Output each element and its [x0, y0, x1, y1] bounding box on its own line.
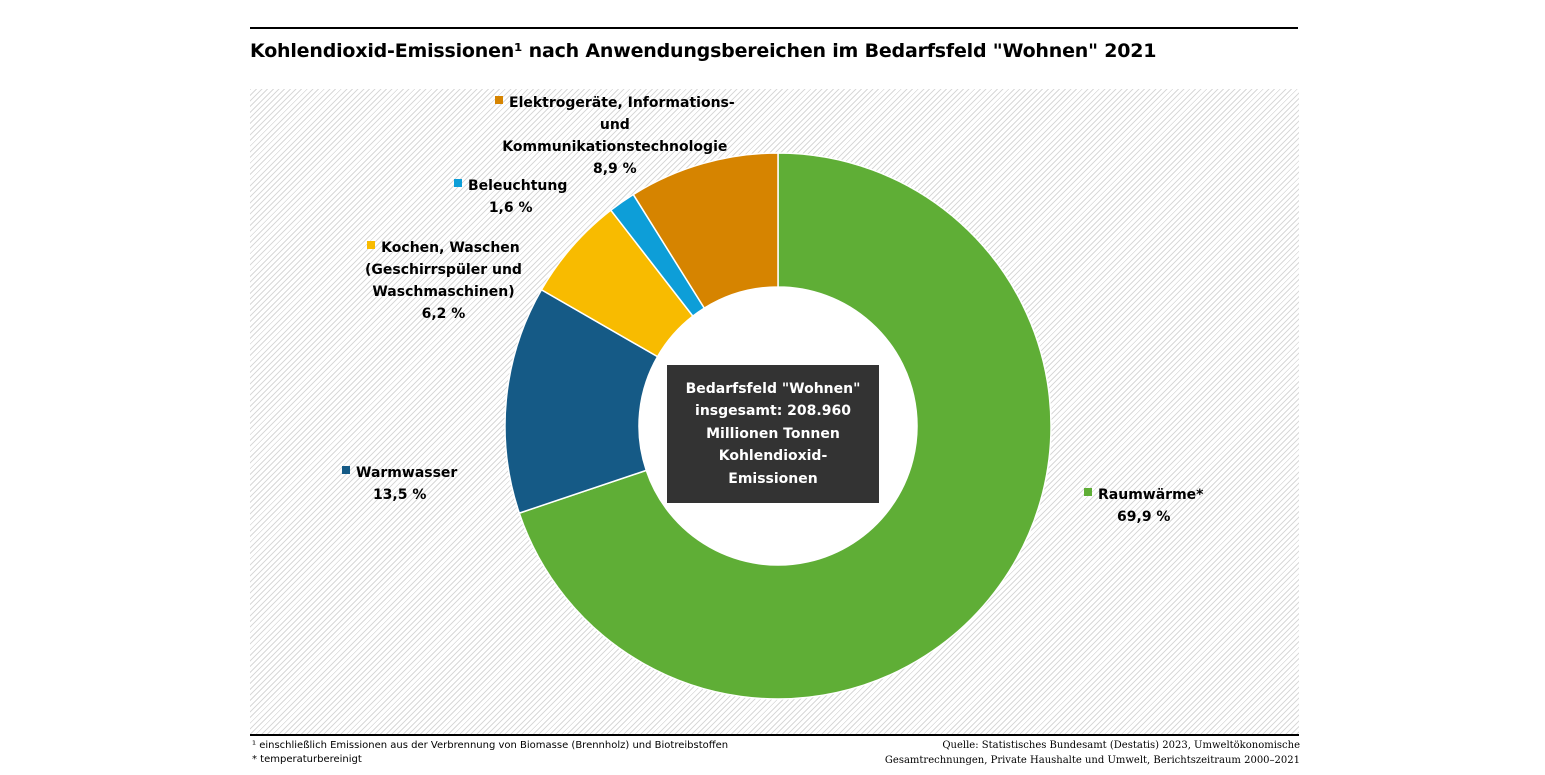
- footnote-temperature: * temperaturbereinigt: [252, 754, 362, 765]
- legend-swatch-raumwaerme: [1084, 488, 1092, 496]
- label-raumwaerme: Raumwärme* 69,9 %: [1084, 484, 1203, 528]
- legend-swatch-warmwasser: [342, 466, 350, 474]
- legend-swatch-beleuchtung: [454, 179, 462, 187]
- label-kochen: Kochen, Waschen (Geschirrspüler und Wasc…: [365, 240, 522, 322]
- label-warmwasser: Warmwasser 13,5 %: [342, 462, 457, 506]
- source-line-2: Gesamtrechnungen, Private Haushalte und …: [884, 755, 1300, 766]
- center-total-box: Bedarfsfeld "Wohnen" insgesamt: 208.960 …: [667, 365, 879, 503]
- label-beleuchtung: Beleuchtung 1,6 %: [454, 175, 567, 219]
- bottom-rule: [250, 734, 1299, 736]
- source-line-1: Quelle: Statistisches Bundesamt (Destati…: [942, 740, 1300, 751]
- legend-swatch-elektro: [495, 96, 503, 104]
- footnote-biomass: ¹ einschließlich Emissionen aus der Verb…: [252, 740, 729, 751]
- top-rule: [250, 27, 1298, 29]
- legend-swatch-kochen: [367, 241, 376, 249]
- chart-title: Kohlendioxid-Emissionen¹ nach Anwendungs…: [250, 40, 1157, 62]
- label-elektro: Elektrogeräte, Informations- und Kommuni…: [495, 92, 735, 180]
